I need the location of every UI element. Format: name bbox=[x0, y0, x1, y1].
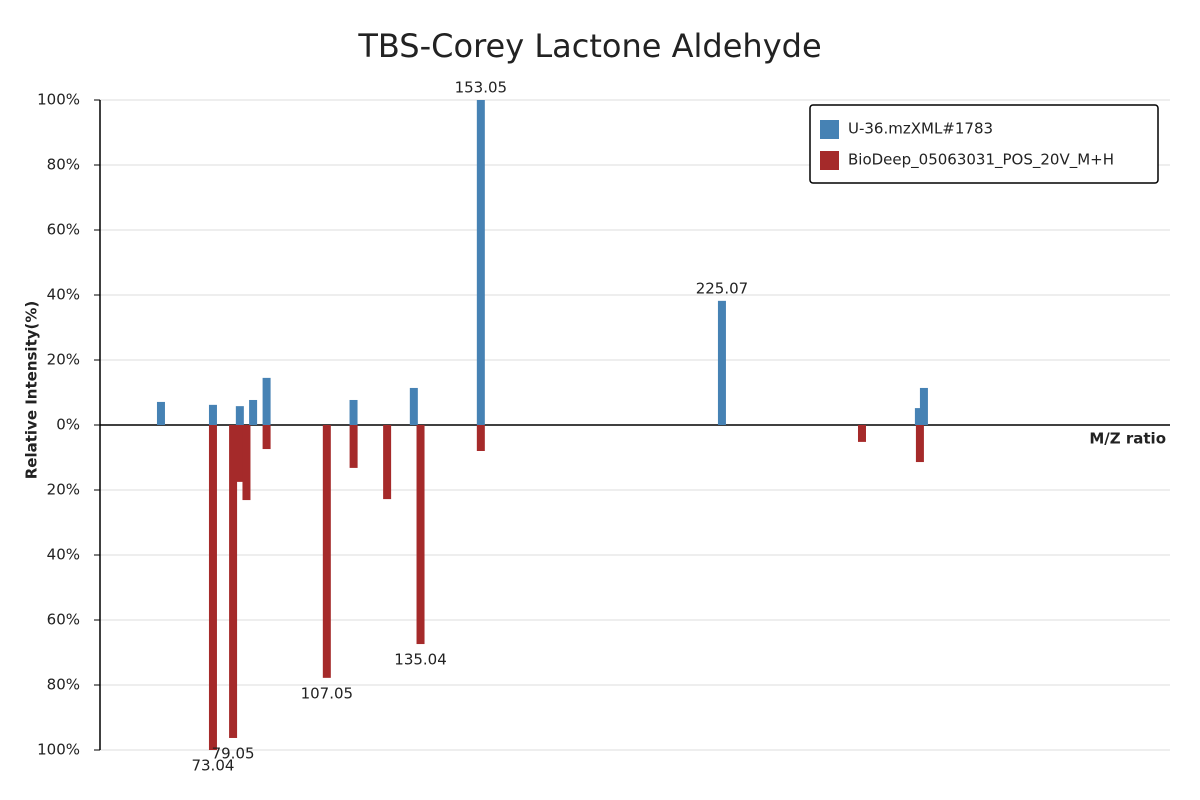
peak-bar bbox=[235, 425, 244, 482]
x-axis-label: M/Z ratio bbox=[1089, 430, 1166, 448]
peak-bar bbox=[156, 401, 165, 425]
peak-bar bbox=[717, 300, 726, 425]
peak-bar bbox=[249, 399, 258, 425]
peak-bar bbox=[229, 425, 238, 738]
peak-bar bbox=[262, 425, 271, 450]
peak-bar bbox=[262, 377, 271, 425]
peak-label: 135.04 bbox=[394, 651, 447, 669]
peak-label: 153.05 bbox=[455, 79, 508, 97]
y-axis-label: Relative Intensity(%) bbox=[23, 301, 41, 480]
y-tick-label: 60% bbox=[47, 611, 80, 629]
peak-bar bbox=[915, 425, 924, 463]
y-tick-label: 20% bbox=[47, 351, 80, 369]
peak-label: 73.04 bbox=[191, 757, 234, 775]
peak-bar bbox=[919, 387, 928, 425]
peak-bar bbox=[383, 425, 392, 500]
legend-swatch bbox=[820, 120, 839, 139]
legend-label: BioDeep_05063031_POS_20V_M+H bbox=[848, 151, 1114, 170]
peak-bar bbox=[857, 425, 866, 442]
y-tick-label: 40% bbox=[47, 546, 80, 564]
peak-bar bbox=[416, 425, 425, 645]
peak-bar bbox=[242, 425, 251, 501]
peak-bar bbox=[476, 100, 485, 425]
y-tick-label: 80% bbox=[47, 676, 80, 694]
y-tick-label: 100% bbox=[37, 741, 80, 759]
peak-bar bbox=[349, 425, 358, 468]
peak-label: 79.05 bbox=[212, 744, 255, 762]
peak-bar bbox=[476, 425, 485, 451]
y-tick-label: 100% bbox=[37, 91, 80, 109]
peak-bar bbox=[409, 387, 418, 425]
peak-label: 225.07 bbox=[696, 279, 749, 297]
chart-title: TBS-Corey Lactone Aldehyde bbox=[357, 27, 821, 65]
y-tick-label: 40% bbox=[47, 286, 80, 304]
peak-bar bbox=[322, 425, 331, 678]
y-tick-label: 0% bbox=[56, 416, 80, 434]
legend-swatch bbox=[820, 151, 839, 170]
peak-bar bbox=[349, 399, 358, 425]
peak-bar bbox=[208, 404, 217, 425]
peak-bar bbox=[208, 425, 217, 750]
legend-label: U-36.mzXML#1783 bbox=[848, 120, 993, 138]
legend-box bbox=[809, 104, 1159, 184]
peak-bar bbox=[914, 408, 923, 425]
y-tick-label: 80% bbox=[47, 156, 80, 174]
y-tick-label: 60% bbox=[47, 221, 80, 239]
y-tick-label: 20% bbox=[47, 481, 80, 499]
peak-bar bbox=[235, 406, 244, 425]
peak-label: 107.05 bbox=[301, 684, 354, 702]
